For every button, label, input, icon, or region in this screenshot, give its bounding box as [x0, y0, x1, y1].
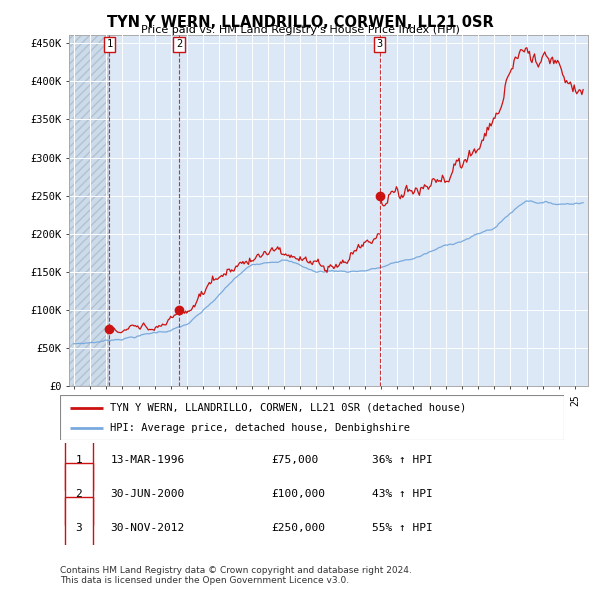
- Text: 36% ↑ HPI: 36% ↑ HPI: [373, 455, 433, 464]
- Text: HPI: Average price, detached house, Denbighshire: HPI: Average price, detached house, Denb…: [110, 424, 410, 434]
- Text: 1: 1: [76, 455, 82, 464]
- Text: 2: 2: [176, 39, 182, 49]
- Text: 30-JUN-2000: 30-JUN-2000: [110, 489, 185, 499]
- Text: TYN Y WERN, LLANDRILLO, CORWEN, LL21 0SR: TYN Y WERN, LLANDRILLO, CORWEN, LL21 0SR: [107, 15, 493, 30]
- Text: 2: 2: [76, 489, 82, 499]
- Text: 1: 1: [106, 39, 113, 49]
- Text: 43% ↑ HPI: 43% ↑ HPI: [373, 489, 433, 499]
- Text: Price paid vs. HM Land Registry's House Price Index (HPI): Price paid vs. HM Land Registry's House …: [140, 25, 460, 35]
- Text: £100,000: £100,000: [272, 489, 326, 499]
- Text: 3: 3: [377, 39, 383, 49]
- Text: 3: 3: [76, 523, 82, 533]
- FancyBboxPatch shape: [65, 429, 93, 490]
- Text: TYN Y WERN, LLANDRILLO, CORWEN, LL21 0SR (detached house): TYN Y WERN, LLANDRILLO, CORWEN, LL21 0SR…: [110, 403, 467, 412]
- FancyBboxPatch shape: [65, 497, 93, 559]
- Text: 30-NOV-2012: 30-NOV-2012: [110, 523, 185, 533]
- FancyBboxPatch shape: [60, 395, 564, 440]
- Bar: [69, 35, 109, 386]
- FancyBboxPatch shape: [65, 463, 93, 525]
- Text: £75,000: £75,000: [272, 455, 319, 464]
- Text: 55% ↑ HPI: 55% ↑ HPI: [373, 523, 433, 533]
- Text: £250,000: £250,000: [272, 523, 326, 533]
- Text: Contains HM Land Registry data © Crown copyright and database right 2024.
This d: Contains HM Land Registry data © Crown c…: [60, 566, 412, 585]
- Text: 13-MAR-1996: 13-MAR-1996: [110, 455, 185, 464]
